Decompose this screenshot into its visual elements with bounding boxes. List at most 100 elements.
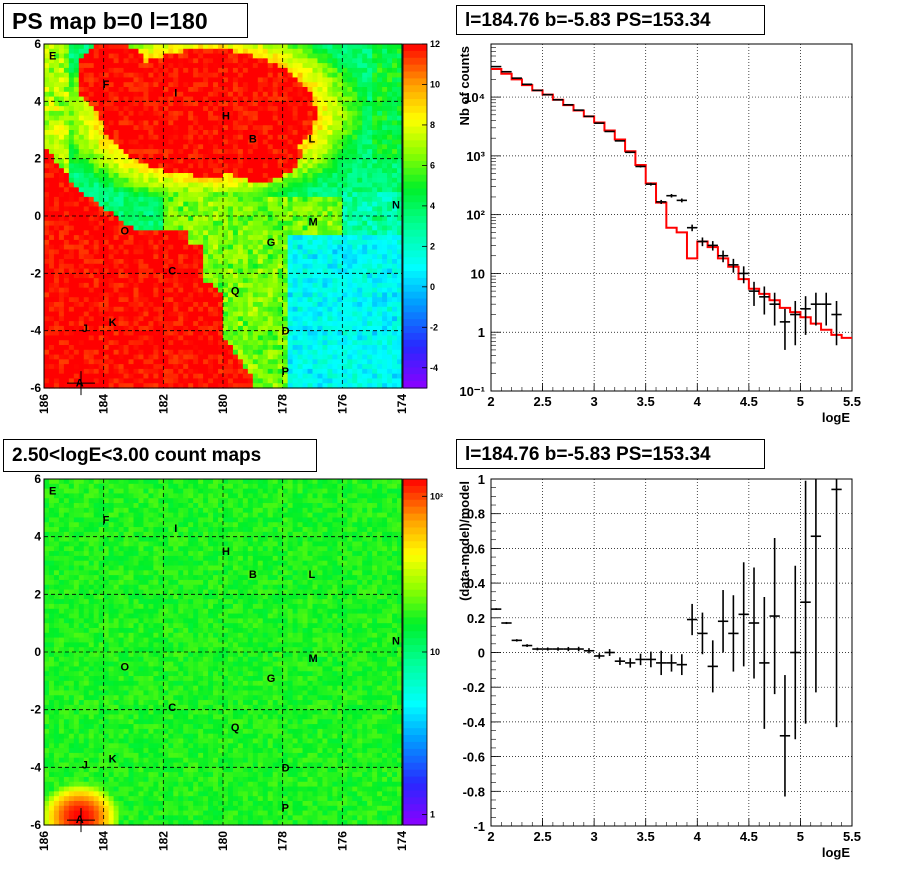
heatmap-cell: [372, 72, 378, 79]
heatmap-cell: [178, 306, 184, 313]
heatmap-cell: [53, 144, 60, 150]
heatmap-cell: [322, 306, 329, 313]
heatmap-cell: [128, 273, 135, 279]
heatmap-cell: [93, 115, 100, 122]
heatmap-cell: [78, 91, 85, 98]
heatmap-cell: [327, 340, 333, 346]
heatmap-cell: [58, 139, 65, 145]
heatmap-cell: [133, 101, 140, 107]
heatmap-cell: [287, 216, 294, 222]
heatmap-cell: [287, 91, 294, 98]
heatmap-cell: [272, 96, 279, 102]
heatmap-cell: [198, 201, 204, 208]
heatmap-cell: [322, 259, 329, 265]
heatmap-cell: [158, 259, 164, 265]
heatmap-cell: [362, 173, 368, 179]
heatmap-cell: [302, 206, 309, 212]
heatmap-cell: [272, 263, 279, 270]
heatmap-cell: [178, 187, 184, 193]
heatmap-cell: [317, 48, 324, 55]
heatmap-cell: [68, 120, 75, 126]
heatmap-cell: [297, 53, 304, 59]
heatmap-cell: [73, 149, 80, 155]
heatmap-cell: [247, 249, 254, 255]
heatmap-cell: [73, 278, 80, 284]
heatmap-cell: [48, 340, 55, 346]
heatmap-cell: [317, 72, 324, 79]
heatmap-cell: [277, 63, 284, 69]
heatmap-cell: [173, 325, 179, 332]
heatmap-cell: [208, 378, 214, 384]
heatmap-cell: [342, 216, 348, 222]
heatmap-cell: [178, 287, 184, 294]
heatmap-cell: [332, 177, 338, 184]
heatmap-cell: [287, 144, 294, 150]
heatmap-cell: [252, 173, 259, 179]
heatmap-cell: [262, 91, 269, 98]
heatmap-cell: [78, 173, 85, 179]
heatmap-cell: [113, 63, 120, 69]
heatmap-cell: [183, 239, 189, 246]
heatmap-cell: [108, 263, 115, 270]
heatmap-cell: [78, 325, 85, 332]
heatmap-cell: [88, 115, 95, 122]
heatmap-cell: [352, 134, 358, 141]
heatmap-cell: [307, 163, 314, 169]
heatmap-cell: [277, 325, 284, 332]
heatmap-cell: [68, 244, 75, 251]
heatmap-cell: [257, 225, 264, 231]
heatmap-cell: [272, 364, 279, 370]
heatmap-cell: [317, 177, 324, 184]
heatmap-cell: [262, 58, 269, 64]
heatmap-cell: [252, 345, 259, 351]
heatmap-cell: [302, 149, 309, 155]
heatmap-cell: [83, 130, 90, 136]
heatmap-cell: [267, 87, 274, 93]
heatmap-cell: [198, 168, 204, 174]
heatmap-cell: [218, 101, 224, 107]
heatmap-cell: [337, 67, 343, 74]
heatmap-cell: [58, 244, 65, 251]
heatmap-cell: [287, 373, 294, 380]
heatmap-cell: [113, 168, 120, 174]
heatmap-cell: [347, 359, 353, 365]
heatmap-cell: [312, 259, 319, 265]
heatmap-cell: [367, 110, 373, 117]
heatmap-cell: [213, 139, 219, 145]
heatmap-cell: [138, 259, 145, 265]
heatmap-cell: [88, 335, 95, 341]
heatmap-cell: [193, 345, 199, 351]
heatmap-cell: [282, 383, 289, 389]
heatmap-cell: [302, 196, 309, 203]
heatmap-cell: [282, 259, 289, 265]
heatmap-cell: [312, 345, 319, 351]
heatmap-cell: [312, 82, 319, 88]
heatmap-cell: [262, 330, 269, 337]
heatmap-cell: [73, 206, 80, 212]
heatmap-cell: [53, 96, 60, 102]
heatmap-cell: [337, 373, 343, 380]
heatmap-cell: [262, 230, 269, 236]
heatmap-cell: [218, 110, 224, 117]
heatmap-cell: [78, 182, 85, 188]
heatmap-cell: [48, 311, 55, 317]
heatmap-cell: [372, 134, 378, 141]
heatmap-cell: [93, 139, 100, 145]
heatmap-cell: [223, 130, 229, 136]
heatmap-cell: [382, 192, 388, 198]
heatmap-cell: [63, 44, 70, 50]
heatmap-cell: [242, 77, 249, 83]
heatmap-cell: [367, 383, 373, 389]
heatmap-cell: [193, 187, 199, 193]
heatmap-cell: [93, 196, 100, 203]
heatmap-cell: [232, 368, 239, 375]
heatmap-cell: [317, 268, 324, 274]
heatmap-cell: [282, 302, 289, 308]
heatmap-cell: [342, 72, 348, 79]
heatmap-cell: [123, 278, 130, 284]
heatmap-cell: [357, 182, 363, 188]
heatmap-cell: [128, 359, 135, 365]
heatmap-cell: [252, 302, 259, 308]
heatmap-cell: [153, 177, 159, 184]
heatmap-cell: [247, 273, 254, 279]
